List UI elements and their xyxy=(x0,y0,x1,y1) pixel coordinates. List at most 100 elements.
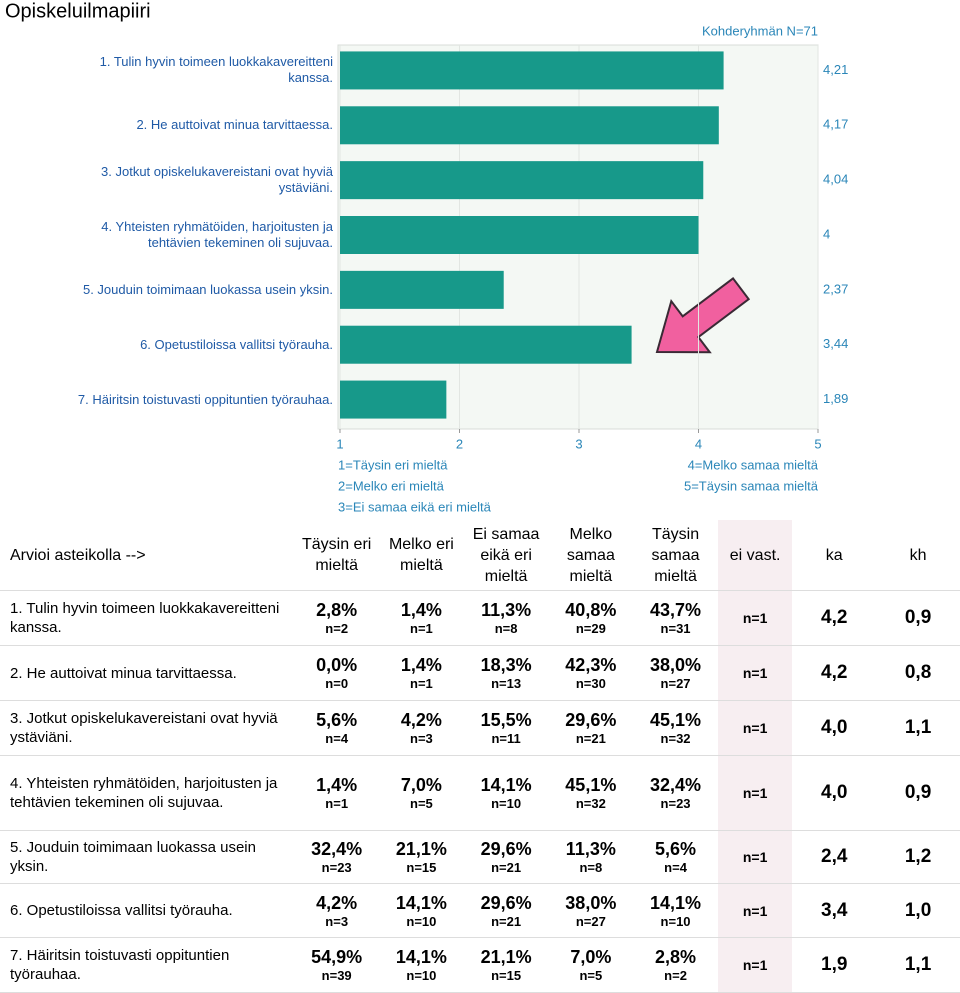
count: n=27 xyxy=(660,676,691,691)
percent: 45,1% xyxy=(650,710,702,730)
arrow xyxy=(655,277,751,354)
value-label: 4 xyxy=(823,226,830,241)
bar xyxy=(340,380,447,419)
percent: 21,1% xyxy=(480,947,532,967)
value-label: 1,89 xyxy=(823,391,848,406)
cell: 7,0% n=5 xyxy=(548,937,634,993)
percent: 32,4% xyxy=(650,775,702,795)
percent: 29,6% xyxy=(480,892,532,913)
cell: 29,6% n=21 xyxy=(548,700,634,756)
header-cell: ei vast. xyxy=(717,520,793,591)
cell: 0,0% n=0 xyxy=(294,645,380,701)
cell: 40,8% n=29 xyxy=(548,590,634,646)
mean: 1,9 xyxy=(792,937,877,993)
cell: 1,4% n=1 xyxy=(294,755,380,831)
table: Arvioi asteikolla --> Täysin eri mieltä Me… xyxy=(0,520,960,993)
category-label: 3. Jotkut opiskelukavereistani ovat hyvi… xyxy=(101,164,333,196)
bar xyxy=(340,161,704,200)
cell: 29,6% n=21 xyxy=(463,883,549,938)
category-label: 6. Opetustiloissa vallitsi työrauha. xyxy=(140,336,333,352)
cell: 38,0% n=27 xyxy=(548,883,634,938)
percent: 1,4% xyxy=(400,655,442,675)
x-tick-label: 1 xyxy=(336,436,343,451)
header-row: Arvioi asteikolla --> Täysin eri mieltä Me… xyxy=(0,520,960,591)
percent: 5,6% xyxy=(316,710,358,730)
x-tick-label: 4 xyxy=(695,436,702,451)
cell: 18,3% n=13 xyxy=(463,645,549,701)
std-dev: 0,8 xyxy=(876,645,960,701)
row-label: 1. Tulin hyvin toimeen luokkakavereitten… xyxy=(0,590,295,646)
x-tick-label: 5 xyxy=(814,436,821,451)
count: n=31 xyxy=(660,621,691,636)
scale-legend: 4=Melko samaa mieltä xyxy=(688,457,819,472)
cell: 54,9% n=39 xyxy=(294,937,380,993)
percent: 40,8% xyxy=(565,600,617,620)
table-row: 4. Yhteisten ryhmätöiden, harjoitusten j… xyxy=(0,755,960,831)
scale-legend: 3=Ei samaa eikä eri mieltä xyxy=(338,499,492,514)
cell: 29,6% n=21 xyxy=(463,830,549,884)
count: n=3 xyxy=(325,913,349,929)
percent: 2,8% xyxy=(655,947,697,967)
row-label: 5. Jouduin toimimaan luokassa usein yksi… xyxy=(0,830,295,884)
cell: 4,2% n=3 xyxy=(294,883,380,938)
mean: 4,0 xyxy=(792,755,877,831)
row-label: 7. Häiritsin toistuvasti oppituntien työ… xyxy=(0,937,295,993)
scale-legend: 1=Täysin eri mieltä xyxy=(338,457,448,472)
count: n=23 xyxy=(321,860,352,875)
cell: 38,0% n=27 xyxy=(633,645,718,701)
percent: 32,4% xyxy=(311,839,363,859)
percent: 11,3% xyxy=(565,839,616,859)
no-answer: n=1 xyxy=(717,700,793,756)
cell: 1,4% n=1 xyxy=(379,645,464,701)
category-label: 5. Jouduin toimimaan luokassa usein yksi… xyxy=(82,281,333,297)
percent: 54,9% xyxy=(311,947,363,967)
percent: 14,1% xyxy=(395,892,447,913)
cell: 5,6% n=4 xyxy=(633,830,718,884)
std-dev: 1,1 xyxy=(876,937,960,993)
percent: 1,4% xyxy=(400,600,442,620)
header-cell: Täysin samaa mieltä xyxy=(633,520,718,591)
std-dev: 1,2 xyxy=(876,830,960,884)
cell: 14,1% n=10 xyxy=(633,883,718,938)
count: n=10 xyxy=(406,913,437,929)
count: n=3 xyxy=(410,731,433,746)
scale-legend: 5=Täysin samaa mieltä xyxy=(684,478,819,493)
count: n=0 xyxy=(325,676,349,691)
count: n=21 xyxy=(491,860,522,875)
percent: 11,3% xyxy=(481,600,532,620)
percent: 43,7% xyxy=(650,600,702,620)
table-row: 6. Opetustiloissa vallitsi työrauha. 4,2%… xyxy=(0,883,960,938)
mean: 4,2 xyxy=(792,645,877,701)
bar xyxy=(340,106,719,145)
cell: 5,6% n=4 xyxy=(294,700,380,756)
bar xyxy=(340,270,504,309)
cell: 21,1% n=15 xyxy=(463,937,549,993)
row-label: 3. Jotkut opiskelukavereistani ovat hyvi… xyxy=(0,700,295,756)
value-label: 4,21 xyxy=(823,62,848,77)
percent: 18,3% xyxy=(480,655,532,675)
percent: 38,0% xyxy=(565,892,617,913)
count: n=5 xyxy=(410,796,433,811)
table-row: 2. He auttoivat minua tarvittaessa. 0,0% n… xyxy=(0,645,960,701)
count: n=5 xyxy=(579,968,603,983)
cell: 1,4% n=1 xyxy=(379,590,464,646)
count: n=4 xyxy=(664,860,687,875)
count: n=21 xyxy=(491,913,522,929)
count: n=11 xyxy=(491,731,521,746)
percent: 7,0% xyxy=(570,947,612,967)
x-tick-label: 2 xyxy=(456,436,463,451)
count: n=8 xyxy=(579,860,603,875)
no-answer: n=1 xyxy=(717,645,793,701)
mean: 3,4 xyxy=(792,883,877,938)
count: n=32 xyxy=(660,731,691,746)
percent: 7,0% xyxy=(400,775,442,795)
value-label: 3,44 xyxy=(823,336,848,351)
header-cell: Täysin eri mieltä xyxy=(294,520,380,591)
mean: 2,4 xyxy=(792,830,877,884)
mean: 4,0 xyxy=(792,700,877,756)
percent: 4,2% xyxy=(400,710,442,730)
count: n=15 xyxy=(406,860,437,875)
cell: 45,1% n=32 xyxy=(548,755,634,831)
cell: 14,1% n=10 xyxy=(379,883,464,938)
count: n=2 xyxy=(325,621,349,636)
